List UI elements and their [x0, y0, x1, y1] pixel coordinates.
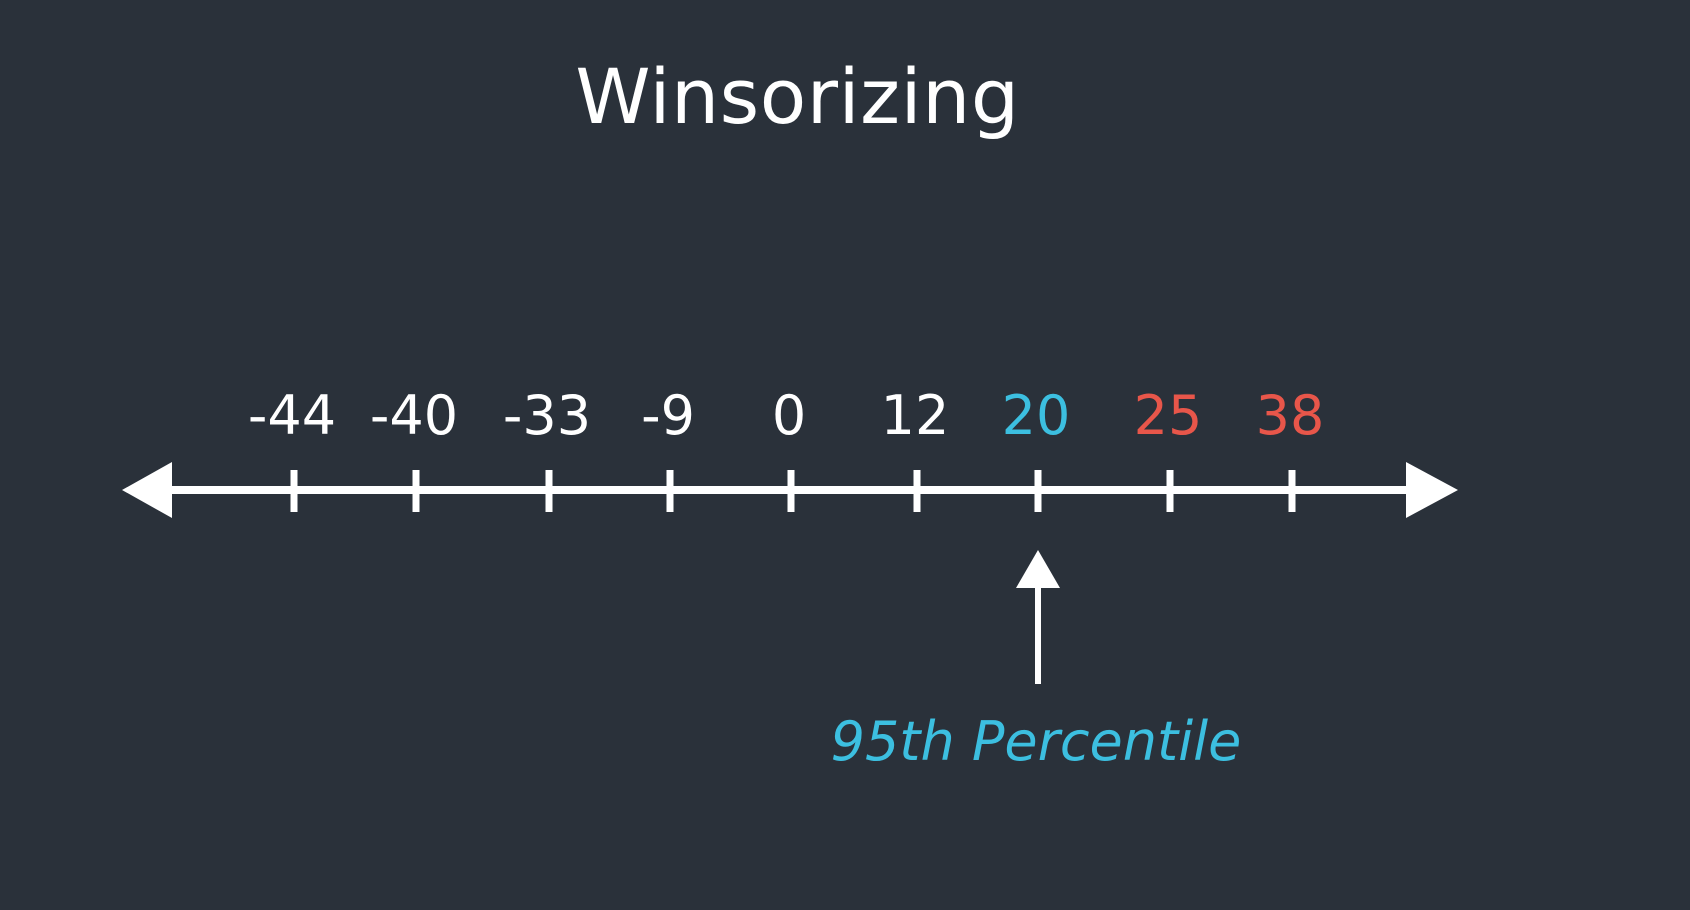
- tick-label: 25: [1134, 384, 1203, 447]
- right-arrowhead-icon: [1406, 462, 1458, 518]
- tick-label: -40: [370, 384, 458, 447]
- percentile-marker: 95th Percentile: [831, 550, 1242, 773]
- tick-label: -9: [641, 384, 695, 447]
- tick-label: 38: [1256, 384, 1325, 447]
- slide-title: Winsorizing: [575, 52, 1020, 141]
- tick-label: 0: [772, 384, 806, 447]
- tick-label: 20: [1002, 384, 1071, 447]
- tick-label: -33: [503, 384, 591, 447]
- left-arrowhead-icon: [122, 462, 172, 518]
- tick-label: 12: [881, 384, 950, 447]
- percentile-label: 95th Percentile: [831, 710, 1242, 773]
- tick-marks: [290, 470, 1296, 512]
- tick-labels: -44 -40 -33 -9 0 12 20 25 38: [248, 384, 1324, 447]
- tick-label: -44: [248, 384, 336, 447]
- up-arrow-icon: [1016, 550, 1060, 588]
